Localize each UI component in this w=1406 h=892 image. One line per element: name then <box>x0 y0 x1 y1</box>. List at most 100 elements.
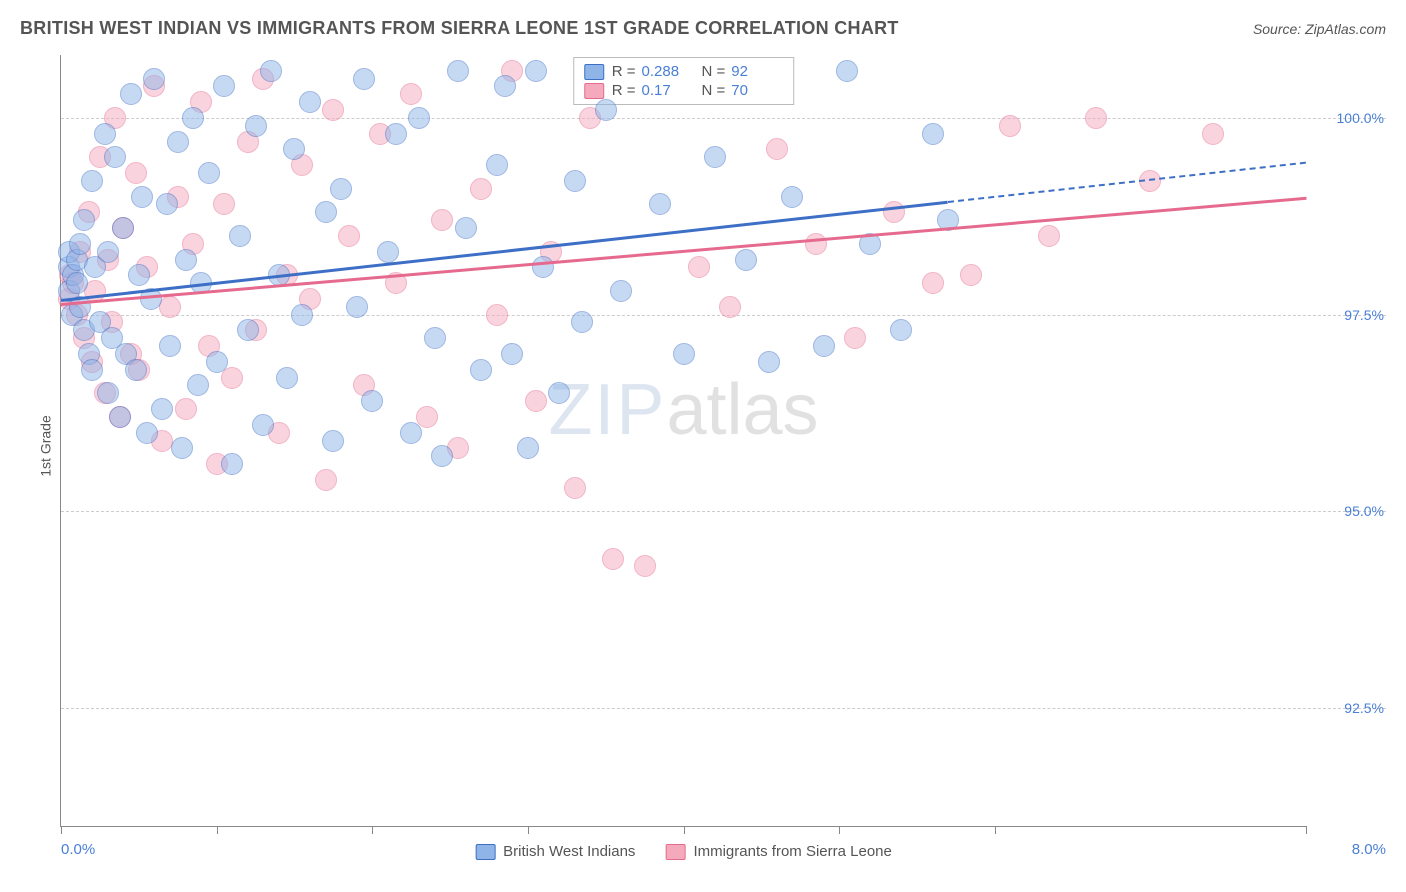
data-point <box>245 115 267 137</box>
x-tick <box>1306 826 1307 834</box>
data-point <box>805 233 827 255</box>
data-point <box>649 193 671 215</box>
r-value-series1: 0.288 <box>642 63 694 80</box>
n-label: N = <box>702 63 726 80</box>
data-point <box>151 398 173 420</box>
data-point <box>602 548 624 570</box>
data-point <box>525 390 547 412</box>
data-point <box>213 75 235 97</box>
data-point <box>128 264 150 286</box>
data-point <box>330 178 352 200</box>
data-point <box>1085 107 1107 129</box>
data-point <box>844 327 866 349</box>
data-point <box>346 296 368 318</box>
data-point <box>81 359 103 381</box>
legend-label-series2: Immigrants from Sierra Leone <box>693 843 891 860</box>
y-axis-label: 1st Grade <box>38 415 54 476</box>
data-point <box>315 201 337 223</box>
data-point <box>182 107 204 129</box>
x-tick <box>684 826 685 834</box>
data-point <box>883 201 905 223</box>
data-point <box>610 280 632 302</box>
data-point <box>213 193 235 215</box>
data-point <box>69 233 91 255</box>
data-point <box>81 170 103 192</box>
data-point <box>673 343 695 365</box>
r-value-series2: 0.17 <box>642 82 694 99</box>
data-point <box>960 264 982 286</box>
x-tick <box>995 826 996 834</box>
data-point <box>385 123 407 145</box>
correlation-legend: R = 0.288 N = 92 R = 0.17 N = 70 <box>573 57 795 105</box>
data-point <box>486 154 508 176</box>
data-point <box>299 91 321 113</box>
data-point <box>187 374 209 396</box>
chart-title: BRITISH WEST INDIAN VS IMMIGRANTS FROM S… <box>20 18 899 39</box>
data-point <box>206 351 228 373</box>
data-point <box>735 249 757 271</box>
data-point <box>999 115 1021 137</box>
data-point <box>486 304 508 326</box>
data-point <box>198 162 220 184</box>
y-tick-label: 100.0% <box>1337 110 1384 126</box>
n-value-series2: 70 <box>731 82 783 99</box>
legend-label-series1: British West Indians <box>503 843 635 860</box>
data-point <box>167 131 189 153</box>
data-point <box>922 123 944 145</box>
data-point <box>571 311 593 333</box>
data-point <box>455 217 477 239</box>
data-point <box>470 178 492 200</box>
source-attribution: Source: ZipAtlas.com <box>1253 21 1386 37</box>
data-point <box>112 217 134 239</box>
data-point <box>494 75 516 97</box>
data-point <box>532 256 554 278</box>
data-point <box>221 453 243 475</box>
data-point <box>322 99 344 121</box>
n-label: N = <box>702 82 726 99</box>
data-point <box>758 351 780 373</box>
data-point <box>66 272 88 294</box>
data-point <box>424 327 446 349</box>
data-point <box>131 186 153 208</box>
x-tick <box>528 826 529 834</box>
data-point <box>431 209 453 231</box>
swatch-series1-bottom <box>475 844 495 860</box>
data-point <box>719 296 741 318</box>
legend-row-series2: R = 0.17 N = 70 <box>584 81 784 100</box>
data-point <box>564 477 586 499</box>
data-point <box>229 225 251 247</box>
x-tick <box>61 826 62 834</box>
data-point <box>109 406 131 428</box>
data-point <box>283 138 305 160</box>
data-point <box>470 359 492 381</box>
trend-line-extrapolated <box>948 161 1306 202</box>
data-point <box>501 343 523 365</box>
data-point <box>400 422 422 444</box>
data-point <box>104 146 126 168</box>
n-value-series1: 92 <box>731 63 783 80</box>
data-point <box>1202 123 1224 145</box>
data-point <box>408 107 430 129</box>
data-point <box>252 414 274 436</box>
y-tick-label: 95.0% <box>1344 503 1384 519</box>
data-point <box>361 390 383 412</box>
data-point <box>143 68 165 90</box>
trend-line <box>61 197 1306 306</box>
x-tick <box>372 826 373 834</box>
swatch-series2-bottom <box>665 844 685 860</box>
series-legend: British West Indians Immigrants from Sie… <box>475 843 892 860</box>
data-point <box>94 123 116 145</box>
data-point <box>315 469 337 491</box>
x-tick-label: 0.0% <box>61 841 95 858</box>
data-point <box>447 60 469 82</box>
data-point <box>813 335 835 357</box>
data-point <box>564 170 586 192</box>
data-point <box>338 225 360 247</box>
legend-item-series2: Immigrants from Sierra Leone <box>665 843 891 860</box>
data-point <box>159 335 181 357</box>
plot-area: ZIPatlas R = 0.288 N = 92 R = 0.17 N = 7… <box>60 55 1306 827</box>
data-point <box>97 241 119 263</box>
data-point <box>136 422 158 444</box>
gridline <box>61 708 1386 709</box>
data-point <box>276 367 298 389</box>
